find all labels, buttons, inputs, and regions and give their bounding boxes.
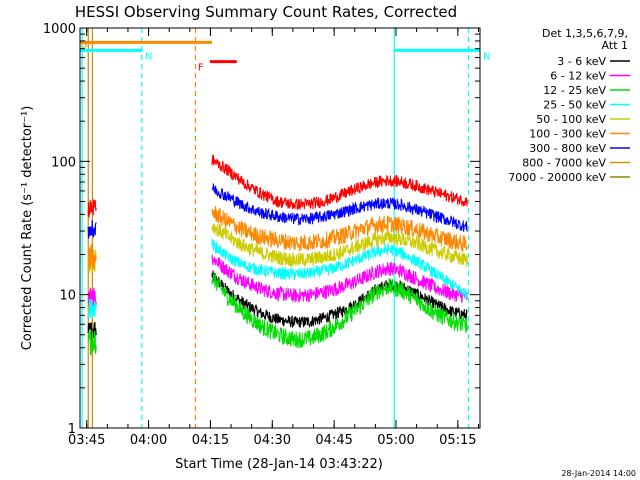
chart-title: HESSI Observing Summary Count Rates, Cor… <box>75 3 457 21</box>
y-tick-label: 1 <box>68 422 76 437</box>
flag-label: N <box>483 51 490 62</box>
y-axis-label: Corrected Count Rate (s⁻¹ detector⁻¹) <box>20 106 35 351</box>
legend-entry-label: 7000 - 20000 keV <box>508 171 606 184</box>
legend-entry-label: 12 - 25 keV <box>543 84 606 97</box>
y-tick-label: 10 <box>59 289 76 304</box>
series-line <box>211 272 468 349</box>
x-tick-label: 05:15 <box>439 433 476 448</box>
x-tick-label: 04:45 <box>315 433 352 448</box>
series-line-segment <box>87 199 97 218</box>
x-tick-label: 04:30 <box>254 433 291 448</box>
legend-entry-label: 800 - 7000 keV <box>522 157 606 170</box>
series-line-segment <box>87 220 97 239</box>
series-line <box>211 205 468 252</box>
legend-entry-label: 50 - 100 keV <box>536 113 606 126</box>
x-tick-label: 03:45 <box>68 433 105 448</box>
legend-entry-label: 6 - 12 keV <box>550 70 606 83</box>
legend-header: Att 1 <box>602 39 628 52</box>
plot-frame <box>79 27 481 429</box>
y-tick-label: 1000 <box>43 22 76 37</box>
series-line <box>211 238 468 300</box>
legend-entry-label: 300 - 800 keV <box>529 142 606 155</box>
series-line <box>211 254 468 303</box>
legend-entry-label: 100 - 300 keV <box>529 128 606 141</box>
flag-label: N <box>145 51 152 62</box>
y-tick-label: 100 <box>51 155 76 170</box>
flag-label: S <box>81 39 87 50</box>
x-axis-label: Start Time (28-Jan-14 03:43:22) <box>175 457 383 472</box>
axes: 1 10 100 1000 03:45 04:00 04:15 04:30 04:45 05:00… <box>43 22 480 448</box>
legend-header: Det 1,3,5,6,7,9, <box>542 27 628 40</box>
series-line-segment <box>87 299 97 319</box>
legend-entry-label: 3 - 6 keV <box>557 55 606 68</box>
legend-entry-label: 25 - 50 keV <box>543 99 606 112</box>
series-line <box>211 223 468 269</box>
x-tick-label: 05:00 <box>377 433 414 448</box>
x-tick-label: 04:00 <box>130 433 167 448</box>
flag-label: F <box>198 63 204 74</box>
footer-date: 28-Jan-2014 14:00 <box>561 469 636 478</box>
series-line <box>211 154 468 211</box>
plot-area: S N N F <box>80 28 490 428</box>
series-line-segment <box>87 249 97 274</box>
series-line-segment <box>87 330 97 356</box>
series-line-segment <box>87 244 97 271</box>
series-line <box>211 183 468 232</box>
legend: Det 1,3,5,6,7,9,Att 1 3 - 6 keV 6 - 12 keV… <box>508 27 630 184</box>
series-line <box>211 270 468 329</box>
x-tick-label: 04:15 <box>192 433 229 448</box>
